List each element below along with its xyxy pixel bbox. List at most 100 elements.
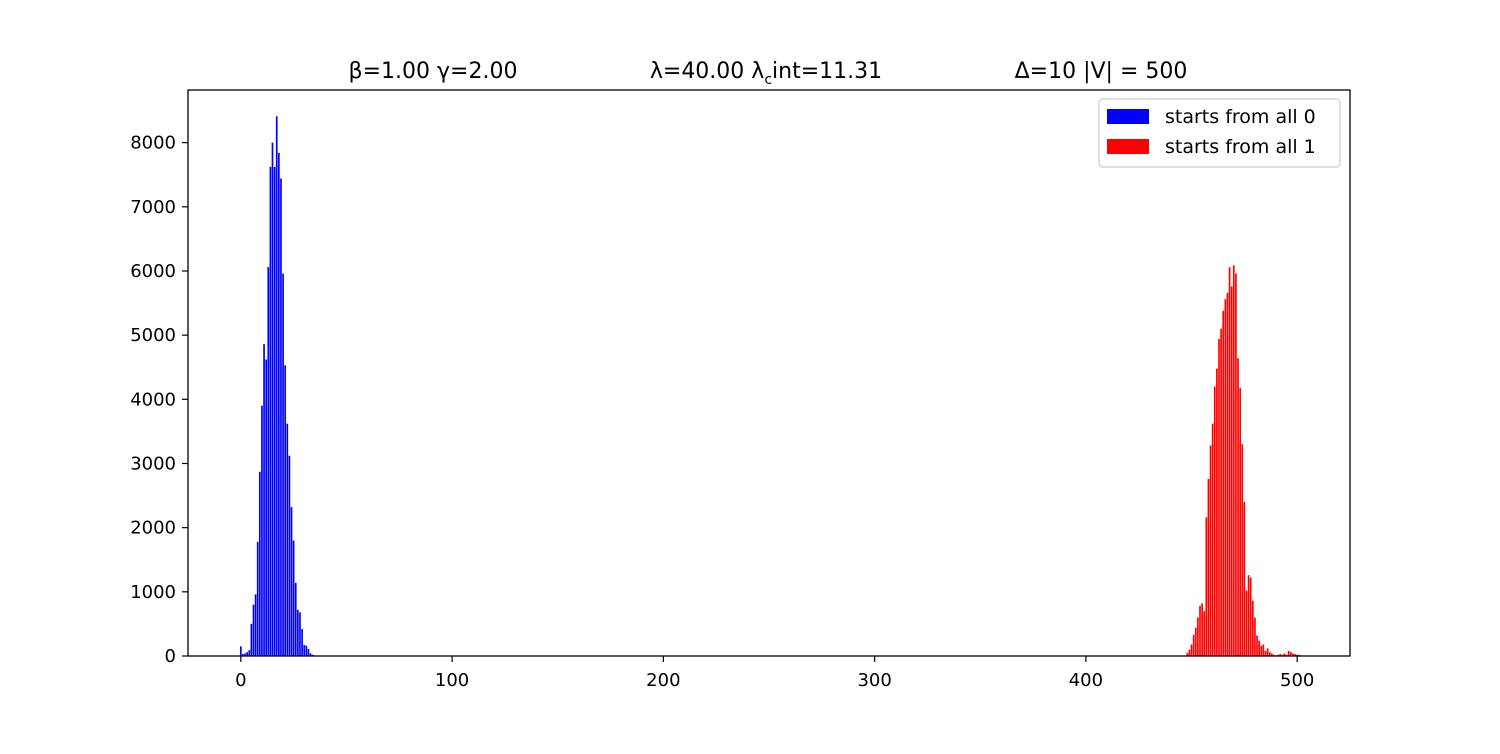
bar xyxy=(294,582,297,656)
bar xyxy=(280,178,282,656)
bar xyxy=(242,654,244,656)
y-tick-label: 3000 xyxy=(130,453,176,474)
bar xyxy=(1258,640,1260,656)
x-tick-label: 100 xyxy=(435,670,469,691)
bar xyxy=(1230,286,1233,656)
bar xyxy=(1294,654,1296,656)
bar xyxy=(1262,644,1265,656)
legend-label: starts from all 0 xyxy=(1165,106,1316,128)
bar xyxy=(1213,386,1216,656)
bar xyxy=(1207,478,1210,656)
bar xyxy=(1228,267,1231,656)
chart-title: β=1.00 γ=2.00 λ=40.00 λcint=11.31 Δ=10 |… xyxy=(349,59,1188,88)
legend-box xyxy=(1098,98,1341,168)
y-tick-label: 6000 xyxy=(130,261,176,282)
bar xyxy=(1254,617,1256,656)
series-0 xyxy=(239,116,316,656)
bar xyxy=(290,507,293,656)
bar xyxy=(258,471,261,656)
bar xyxy=(1197,617,1199,656)
title-part-delta-v: Δ=10 |V| = 500 xyxy=(1015,59,1188,84)
y-tick-label: 7000 xyxy=(130,197,176,218)
bar xyxy=(244,653,246,656)
bar xyxy=(1232,265,1235,656)
bar xyxy=(1211,423,1214,656)
legend-label: starts from all 1 xyxy=(1165,136,1316,158)
bar xyxy=(1226,292,1229,656)
bar xyxy=(1203,611,1206,656)
bar xyxy=(1194,627,1197,656)
bar xyxy=(284,365,287,656)
x-tick-label: 300 xyxy=(857,670,891,691)
bar xyxy=(278,152,280,656)
legend-swatch xyxy=(1107,139,1149,154)
axes-group: 0 100 200 300 400 500010002000300040005000600… xyxy=(130,89,1351,691)
x-tick-label: 0 xyxy=(235,670,246,691)
bar xyxy=(267,267,270,656)
bar xyxy=(271,142,274,656)
bar xyxy=(305,645,308,656)
bar xyxy=(246,652,248,656)
title-part-beta-gamma: β=1.00 γ=2.00 xyxy=(349,59,518,84)
bar xyxy=(286,423,289,656)
bar xyxy=(1287,650,1290,656)
bar xyxy=(275,116,278,656)
bar xyxy=(1290,652,1292,656)
series-1 xyxy=(1186,265,1303,656)
bar xyxy=(1192,634,1195,656)
x-tick-label: 500 xyxy=(1280,670,1314,691)
legend: starts from all 0 starts from all 1 xyxy=(1098,98,1341,168)
bar xyxy=(1222,310,1225,656)
bar xyxy=(273,167,276,656)
bar xyxy=(307,648,310,656)
bar xyxy=(1270,653,1273,656)
bar xyxy=(297,609,299,656)
bar xyxy=(1249,577,1252,656)
bar xyxy=(299,612,301,656)
bar xyxy=(256,541,259,656)
x-tick-label: 200 xyxy=(646,670,680,691)
bar xyxy=(1283,653,1286,656)
bar xyxy=(1190,644,1193,656)
bar xyxy=(1235,273,1237,656)
bar xyxy=(250,623,253,656)
bar xyxy=(263,344,265,656)
bar xyxy=(248,650,251,656)
bar xyxy=(1264,650,1267,656)
bar xyxy=(303,645,306,656)
y-tick-label: 5000 xyxy=(130,325,176,346)
bar xyxy=(252,604,255,656)
bar xyxy=(254,594,257,656)
title-lambda-subscript: c xyxy=(764,72,772,88)
bar xyxy=(265,359,268,656)
bar xyxy=(1218,338,1220,656)
bar xyxy=(1199,605,1201,656)
bar xyxy=(1260,645,1263,656)
title-lambda-main: λ=40.00 λ xyxy=(650,59,764,84)
bar xyxy=(269,167,272,656)
title-lambda-rest: int=11.31 xyxy=(772,59,882,84)
y-tick-label: 1000 xyxy=(130,582,176,603)
bar xyxy=(1251,600,1254,656)
bar xyxy=(301,629,303,656)
bar xyxy=(239,646,242,656)
bar xyxy=(1188,649,1191,656)
bar xyxy=(1243,501,1246,656)
y-tick-label: 4000 xyxy=(130,389,176,410)
bar xyxy=(1279,654,1282,656)
bars-group xyxy=(239,116,1303,656)
bar xyxy=(292,540,295,656)
bar xyxy=(1239,387,1241,656)
title-part-lambda: λ=40.00 λcint=11.31 xyxy=(650,59,882,88)
bar xyxy=(1224,299,1227,656)
bar xyxy=(1247,575,1250,656)
legend-swatch xyxy=(1107,109,1149,124)
bar xyxy=(1237,358,1239,656)
bar xyxy=(282,273,284,656)
bar xyxy=(1201,603,1203,656)
bar xyxy=(1205,517,1208,656)
bar xyxy=(1268,652,1271,656)
bar xyxy=(261,405,263,656)
